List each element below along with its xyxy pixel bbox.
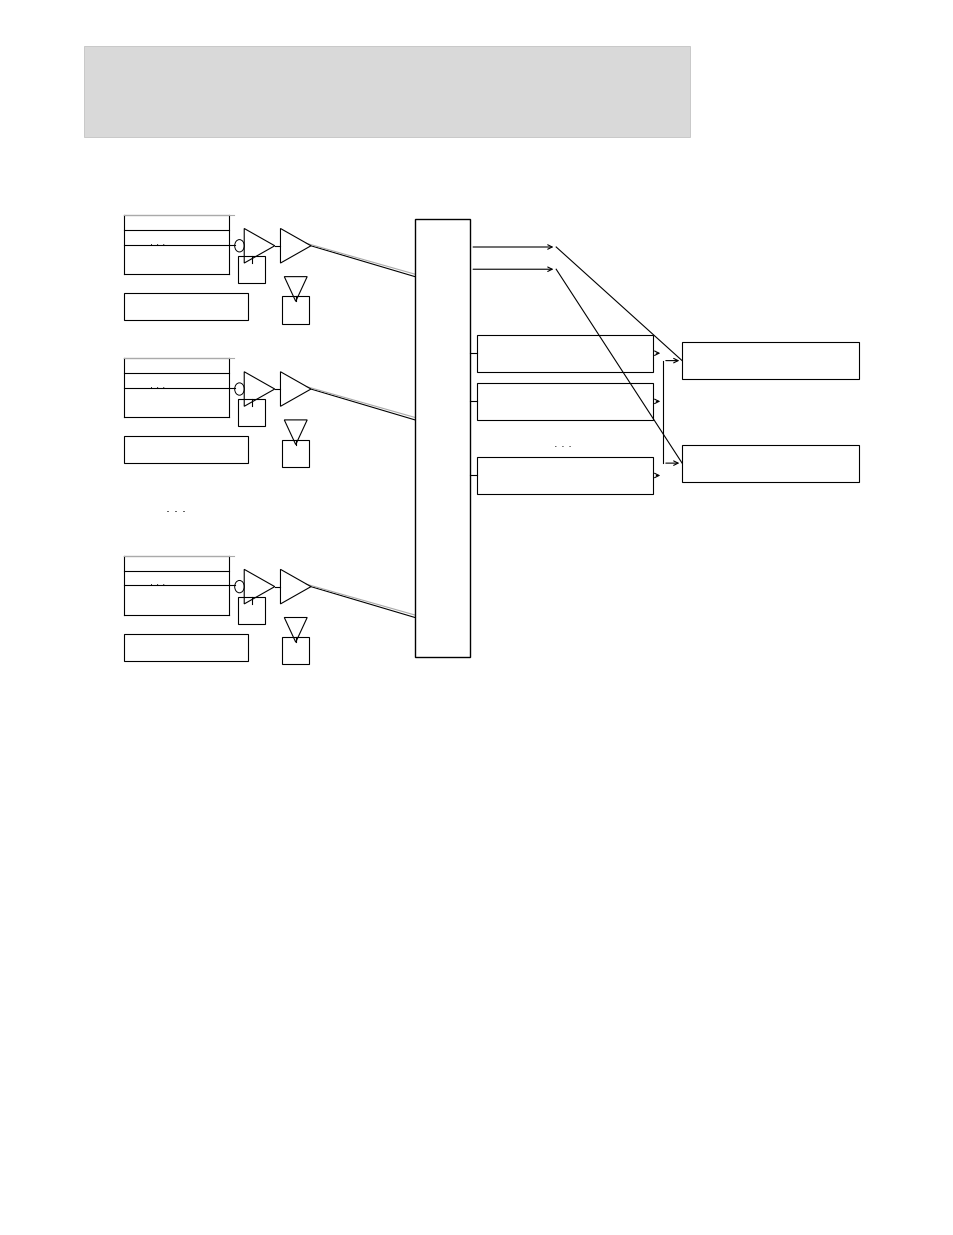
Bar — [124, 634, 248, 661]
Bar — [238, 597, 265, 624]
Bar — [124, 436, 248, 463]
Bar — [681, 445, 858, 482]
Text: · · ·: · · · — [150, 383, 165, 393]
Bar — [124, 293, 248, 320]
Bar — [415, 219, 470, 657]
Bar — [238, 399, 265, 426]
Text: · · ·: · · · — [167, 506, 186, 519]
Bar — [476, 335, 653, 372]
Bar — [84, 46, 689, 137]
Bar — [476, 383, 653, 420]
Text: · · ·: · · · — [150, 240, 165, 249]
Bar — [238, 256, 265, 283]
Text: · · ·: · · · — [150, 580, 165, 590]
Bar — [282, 296, 309, 324]
Bar — [681, 342, 858, 379]
Bar — [282, 637, 309, 664]
Text: · · ·: · · · — [554, 442, 571, 452]
Bar — [476, 457, 653, 494]
Bar — [282, 440, 309, 467]
